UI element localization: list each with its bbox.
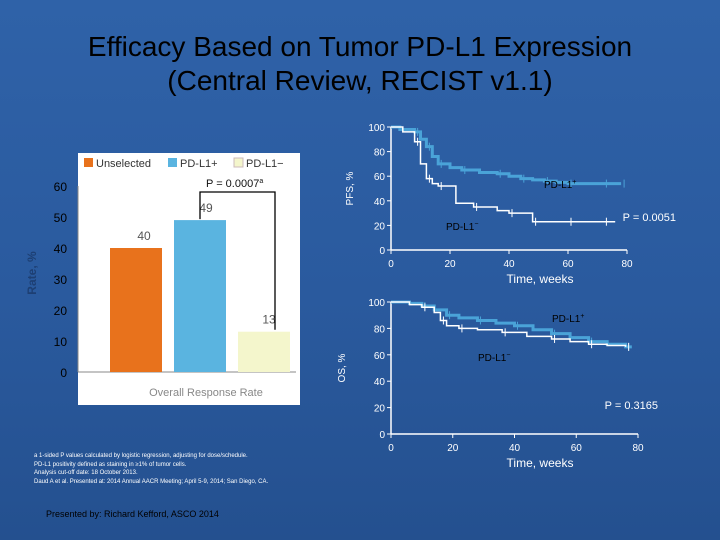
footnote-1: a 1-sided P values calculated by logisti… xyxy=(34,453,248,459)
legend-swatch xyxy=(168,158,177,167)
legend-label: PD-L1− xyxy=(246,158,284,170)
bar-data-label: 49 xyxy=(199,201,213,215)
title-line-1: Efficacy Based on Tumor PD-L1 Expression xyxy=(87,31,633,62)
km-y-tick-label: 100 xyxy=(368,298,385,309)
km-x-axis-label: Time, weeks xyxy=(507,456,574,470)
km-series-label-text: PD-L1 xyxy=(446,222,475,233)
km-series-label-text: PD-L1 xyxy=(478,353,507,364)
km-x-tick-label: 80 xyxy=(621,259,633,270)
km-series-pdl1-negative xyxy=(391,301,627,347)
km-series-label: PD-L1− xyxy=(446,221,478,233)
km-x-tick-label: 80 xyxy=(632,443,644,454)
km-y-tick-label: 40 xyxy=(374,197,386,208)
bar-y-tick-label: 30 xyxy=(54,273,68,287)
title-line-2: (Central Review, RECIST v1.1) xyxy=(167,65,553,96)
km-y-tick-label: 20 xyxy=(374,221,386,232)
km-series-label: PD-L1− xyxy=(478,352,510,364)
footnote-2: PD-L1 positivity defined as staining in … xyxy=(34,461,187,468)
km-series-label: PD-L1+ xyxy=(544,179,576,191)
bar-pdl1-positive xyxy=(174,220,226,372)
bar-p-value-text: P = 0.0007 xyxy=(206,178,259,190)
km-y-tick-label: 20 xyxy=(374,404,386,415)
km-y-tick-label: 60 xyxy=(374,351,386,362)
presenter-credit: Presented by: Richard Kefford, ASCO 2014 xyxy=(46,509,219,519)
km-y-axis-label: OS, % xyxy=(337,353,348,382)
bar-pdl1-negative xyxy=(238,331,290,372)
legend-label: Unselected xyxy=(96,158,151,170)
km-y-tick-label: 80 xyxy=(374,324,386,335)
km-x-tick-label: 60 xyxy=(562,259,574,270)
km-series-label-sup: + xyxy=(572,179,576,186)
bar-y-tick-label: 50 xyxy=(54,211,68,225)
km-series-label-text: PD-L1 xyxy=(552,314,581,325)
km-series-label-sup: − xyxy=(474,221,478,228)
footnotes: a 1-sided P values calculated by logisti… xyxy=(34,452,334,486)
km-y-tick-label: 0 xyxy=(379,246,385,257)
bar-y-axis-label: Rate, % xyxy=(25,251,39,295)
km-x-tick-label: 60 xyxy=(571,443,583,454)
km-series-label: PD-L1+ xyxy=(552,313,584,325)
km-series-pdl1-positive xyxy=(391,300,632,349)
km-series-label-sup: + xyxy=(580,313,584,320)
footnote-4: Daud A et al. Presented at: 2014 Annual … xyxy=(34,478,269,485)
km-y-tick-label: 40 xyxy=(374,377,386,388)
km-x-axis-label: Time, weeks xyxy=(507,272,574,286)
km-x-tick-label: 20 xyxy=(447,443,459,454)
footnote-3: Analysis cut-off date: 18 October 2013. xyxy=(34,470,138,476)
p-value-bracket xyxy=(199,191,276,330)
km-y-axis-label: PFS, % xyxy=(345,171,356,205)
bar-y-tick-label: 0 xyxy=(60,366,67,380)
bar-data-label: 40 xyxy=(137,229,151,243)
bar-y-tick-label: 60 xyxy=(54,180,68,194)
km-x-tick-label: 0 xyxy=(388,259,394,270)
bar-x-axis-label: Overall Response Rate xyxy=(149,387,263,399)
km-p-value: P = 0.0051 xyxy=(623,212,676,224)
bar-data-label: 13 xyxy=(262,313,276,327)
km-y-tick-label: 100 xyxy=(368,123,385,134)
legend-swatch xyxy=(84,158,93,167)
km-x-tick-label: 40 xyxy=(503,259,515,270)
km-x-tick-label: 40 xyxy=(509,443,521,454)
legend-label: PD-L1+ xyxy=(180,158,218,170)
bar-y-tick-label: 20 xyxy=(54,304,68,318)
slide-title: Efficacy Based on Tumor PD-L1 Expression… xyxy=(0,30,720,98)
km-p-value: P = 0.3165 xyxy=(605,400,658,412)
km-y-tick-label: 0 xyxy=(379,430,385,441)
km-x-tick-label: 0 xyxy=(388,443,394,454)
km-x-tick-label: 20 xyxy=(444,259,456,270)
bar-y-tick-label: 40 xyxy=(54,242,68,256)
bar-p-value-superscript: a xyxy=(259,178,263,185)
bar-unselected xyxy=(110,248,162,372)
km-y-tick-label: 60 xyxy=(374,172,386,183)
km-series-label-sup: − xyxy=(506,352,510,359)
bar-p-value: P = 0.0007a xyxy=(206,178,263,190)
km-series-pdl1-negative xyxy=(391,126,616,223)
km-series-pdl1-positive xyxy=(391,125,622,186)
bar-y-tick-label: 10 xyxy=(54,335,68,349)
legend-swatch xyxy=(233,157,244,168)
km-series-label-text: PD-L1 xyxy=(544,180,573,191)
km-y-tick-label: 80 xyxy=(374,148,386,159)
